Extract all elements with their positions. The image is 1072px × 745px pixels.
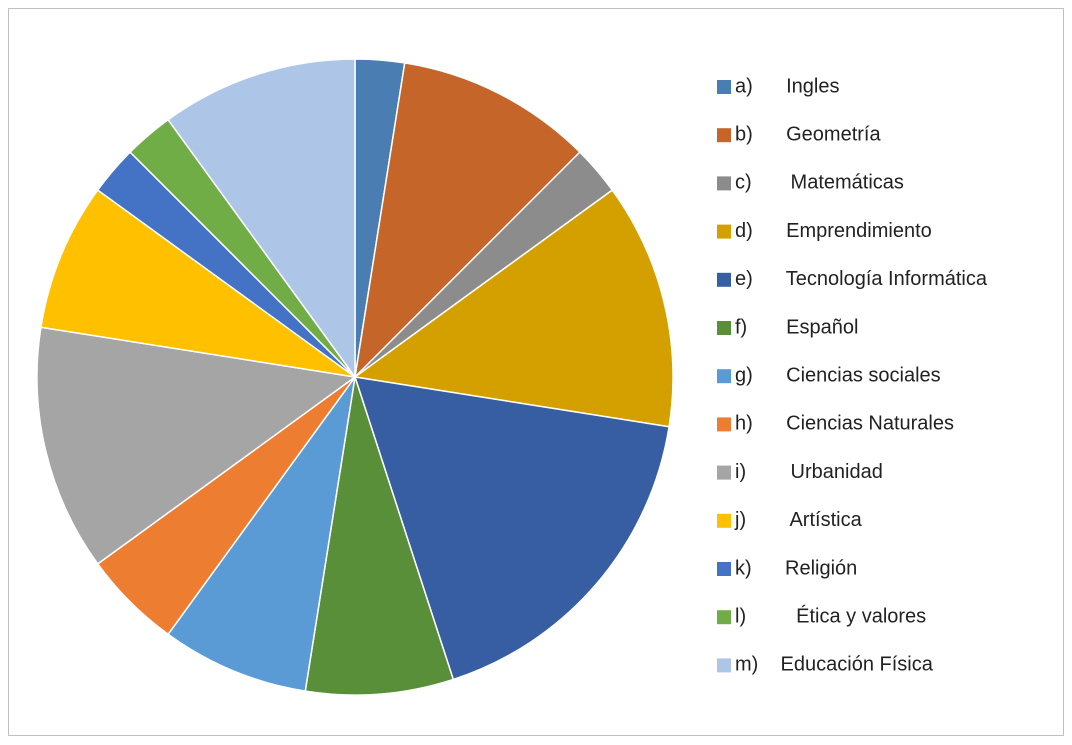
pie-slice xyxy=(167,58,356,380)
legend-swatch xyxy=(717,658,731,673)
pie-slice xyxy=(353,62,581,380)
legend-swatch xyxy=(717,562,731,576)
legend-swatch xyxy=(717,369,731,384)
legend-swatch xyxy=(717,176,731,191)
pie-slice xyxy=(304,376,455,696)
legend-swatch xyxy=(717,610,731,625)
legend-swatch xyxy=(717,272,731,287)
pie-slice xyxy=(353,189,674,428)
legend-label: f) Español xyxy=(735,316,858,338)
legend-label: k) Religión xyxy=(735,557,857,579)
legend-swatch xyxy=(717,321,731,335)
legend-label: g) Ciencias sociales xyxy=(735,364,941,386)
legend-label: h) Ciencias Naturales xyxy=(735,413,954,435)
legend-label: c) Matemáticas xyxy=(735,172,904,194)
legend-label: e) Tecnología Informática xyxy=(735,268,988,290)
legend-swatch xyxy=(717,224,731,239)
legend-swatch xyxy=(717,417,731,432)
legend-label: i) Urbanidad xyxy=(735,461,883,483)
legend-swatch xyxy=(717,128,731,143)
legend-swatch xyxy=(717,513,731,528)
legend-label: m) Educación Física xyxy=(735,654,934,676)
legend-swatch xyxy=(717,465,731,480)
pie-slice xyxy=(40,189,356,378)
pie-slice xyxy=(167,376,356,692)
legend-label: j) Artística xyxy=(734,509,863,531)
legend-swatch xyxy=(717,80,731,94)
pie-slice xyxy=(36,326,357,565)
legend-label: d) Emprendimiento xyxy=(735,220,932,242)
legend-label: a) Ingles xyxy=(735,75,840,97)
pie-slice xyxy=(353,376,670,681)
legend-label: l) Ética y valores xyxy=(735,604,926,627)
legend-label: b) Geometría xyxy=(735,123,881,145)
